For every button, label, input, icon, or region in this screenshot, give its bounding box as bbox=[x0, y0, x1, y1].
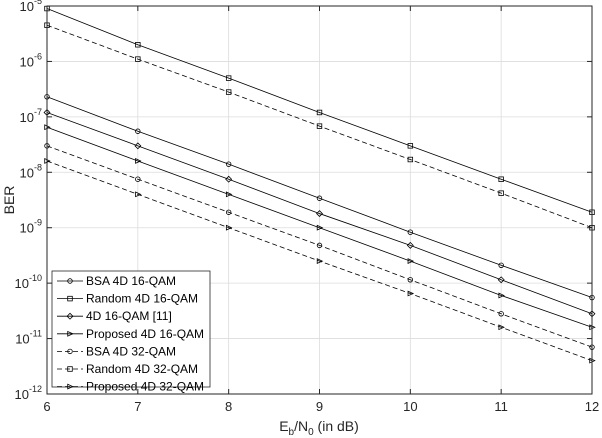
x-tick-label: 7 bbox=[134, 399, 141, 414]
legend-label: BSA 4D 32-QAM bbox=[86, 344, 176, 358]
legend-label: Random 4D 16-QAM bbox=[86, 292, 198, 306]
x-tick-label: 9 bbox=[316, 399, 323, 414]
x-tick-label: 8 bbox=[225, 399, 232, 414]
legend-label: Proposed 4D 32-QAM bbox=[86, 380, 204, 394]
legend: BSA 4D 16-QAM Random 4D 16-QAM 4D 16-QAM [… bbox=[52, 271, 210, 394]
x-tick-label: 10 bbox=[403, 399, 417, 414]
y-axis-label: BER bbox=[1, 186, 17, 215]
x-tick-label: 11 bbox=[494, 399, 508, 414]
legend-label: Random 4D 32-QAM bbox=[86, 362, 198, 376]
legend-label: Proposed 4D 16-QAM bbox=[86, 327, 204, 341]
x-tick-label: 6 bbox=[43, 399, 50, 414]
legend-label: 4D 16-QAM [11] bbox=[86, 309, 172, 323]
x-tick-label: 12 bbox=[585, 399, 599, 414]
legend-label: BSA 4D 16-QAM bbox=[86, 274, 176, 288]
